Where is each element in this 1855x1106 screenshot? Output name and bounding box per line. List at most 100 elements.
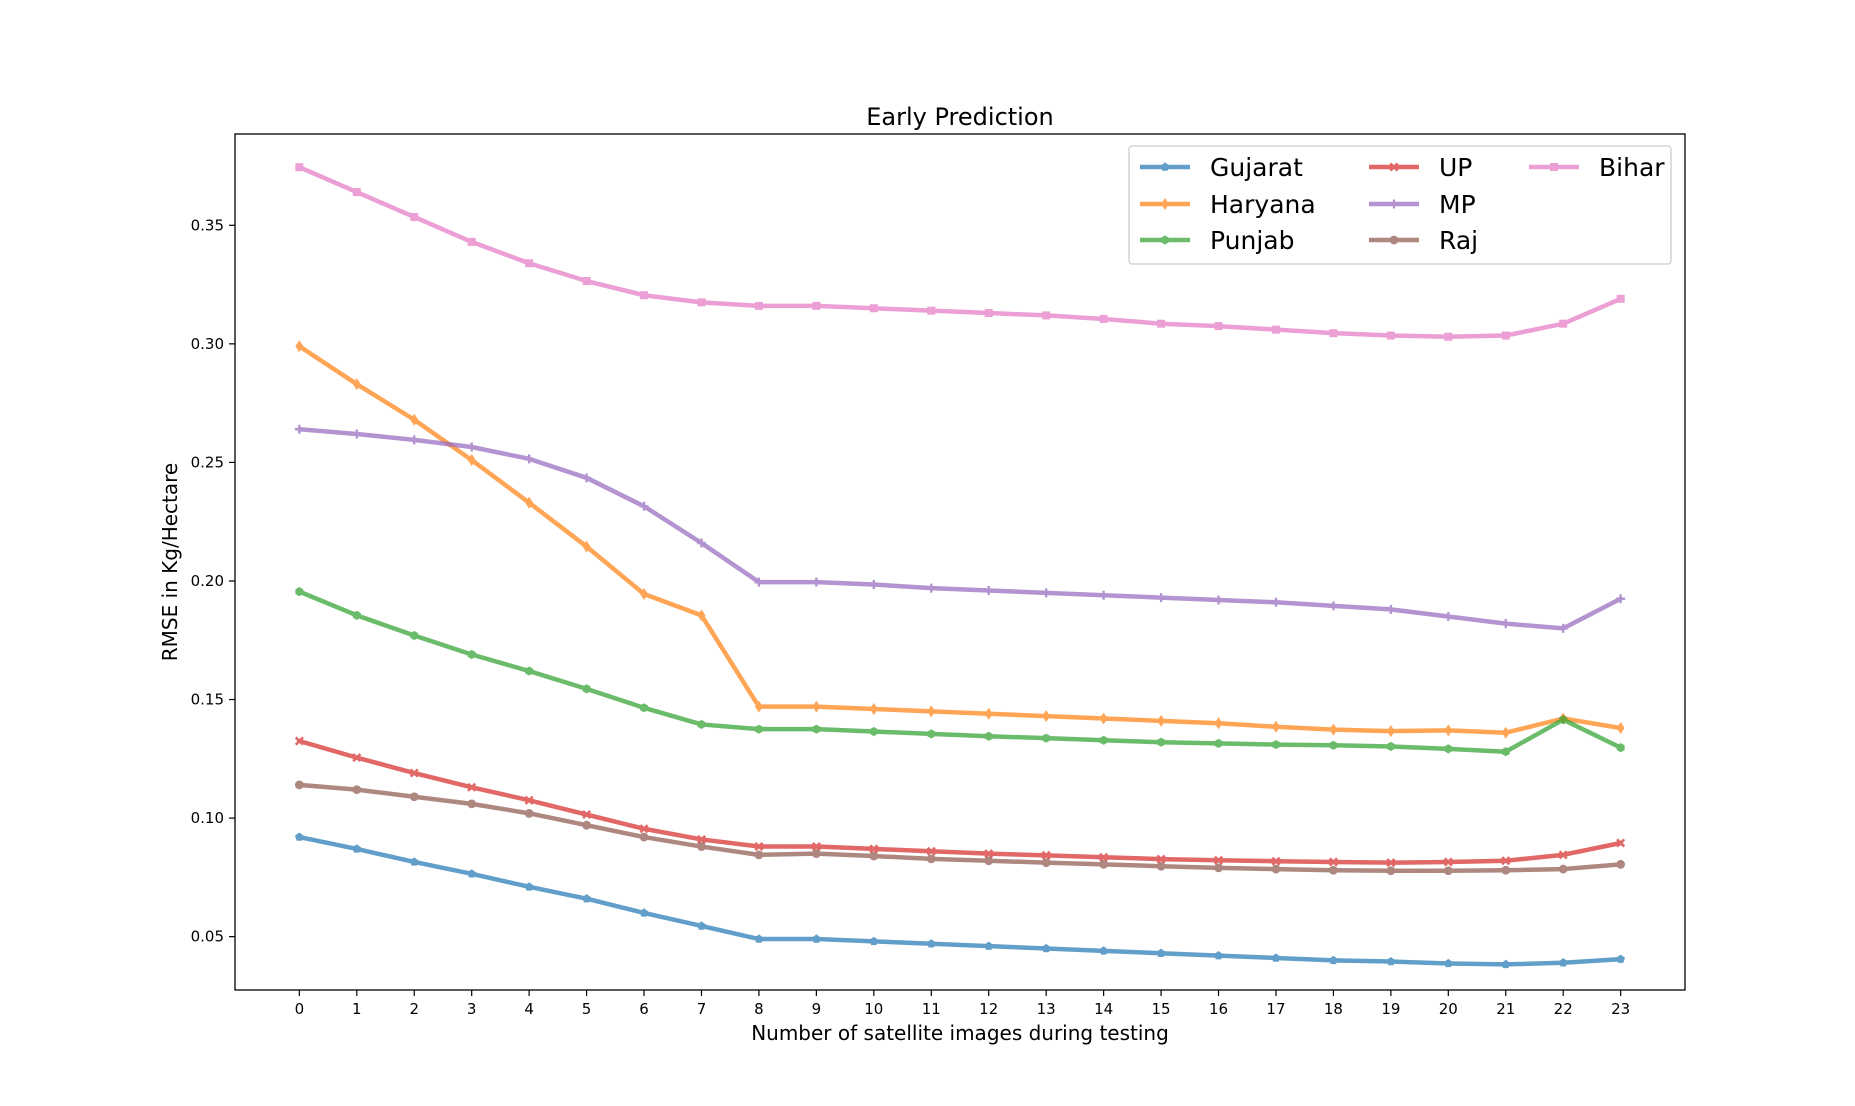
legend-swatch-marker xyxy=(1389,199,1399,209)
data-point-gujarat xyxy=(1271,953,1281,962)
data-point-bihar xyxy=(467,237,476,246)
data-point-mp xyxy=(984,585,994,595)
data-point-up xyxy=(1501,856,1511,866)
data-point-mp xyxy=(1099,590,1109,600)
x-tick-label: 17 xyxy=(1266,1000,1285,1018)
data-point-gujarat xyxy=(1041,943,1051,953)
data-point-raj xyxy=(984,856,994,866)
series-punjab xyxy=(295,587,1625,757)
legend-swatch-marker xyxy=(1389,162,1399,172)
data-point-gujarat xyxy=(1616,954,1626,963)
data-point-mp xyxy=(869,580,879,590)
data-point-punjab xyxy=(1099,735,1108,745)
data-point-punjab xyxy=(1616,743,1625,753)
data-point-haryana xyxy=(927,705,936,718)
chart-title: Early Prediction xyxy=(866,103,1053,131)
legend-item-haryana: Haryana xyxy=(1140,190,1316,219)
y-tick-label: 0.15 xyxy=(191,691,224,709)
legend-item-gujarat: Gujarat xyxy=(1140,153,1303,182)
legend-label: UP xyxy=(1439,153,1472,182)
data-point-bihar xyxy=(1444,332,1453,341)
data-point-raj xyxy=(1156,861,1166,871)
legend-label: Punjab xyxy=(1210,226,1294,255)
data-point-gujarat xyxy=(754,934,764,943)
data-point-raj xyxy=(869,851,879,861)
data-point-haryana xyxy=(1386,725,1395,738)
data-point-mp xyxy=(1616,594,1626,604)
data-point-raj xyxy=(582,820,591,830)
data-point-punjab xyxy=(1157,737,1166,747)
x-tick-label: 2 xyxy=(409,1000,419,1018)
y-tick-label: 0.25 xyxy=(191,453,224,471)
data-point-up xyxy=(352,753,362,763)
data-point-mp xyxy=(1558,623,1568,633)
data-point-mp xyxy=(1214,595,1224,605)
data-point-punjab xyxy=(1559,715,1568,725)
data-point-punjab xyxy=(869,726,878,737)
data-point-haryana xyxy=(295,340,304,353)
data-point-raj xyxy=(1214,863,1223,873)
series-line-gujarat xyxy=(297,834,1623,967)
series-line-up xyxy=(297,738,1623,865)
data-point-punjab xyxy=(812,724,821,734)
data-point-bihar xyxy=(1214,322,1223,331)
data-point-gujarat xyxy=(697,921,706,930)
data-point-punjab xyxy=(927,729,936,739)
legend-swatch-marker xyxy=(1550,163,1558,171)
data-point-punjab xyxy=(525,666,534,676)
legend-swatch-marker xyxy=(1389,235,1399,245)
data-point-punjab xyxy=(352,610,361,620)
data-point-mp xyxy=(1386,604,1396,614)
series-line-haryana xyxy=(297,343,1623,735)
legend-swatch-marker xyxy=(1161,198,1169,210)
data-point-up xyxy=(294,736,304,746)
data-point-haryana xyxy=(1329,723,1338,736)
x-tick-label: 4 xyxy=(524,1000,534,1018)
data-point-gujarat xyxy=(1558,958,1568,967)
series-gujarat xyxy=(294,832,1626,969)
x-tick-label: 18 xyxy=(1324,1000,1343,1018)
data-point-bihar xyxy=(410,212,419,221)
data-point-mp xyxy=(639,501,649,511)
data-point-raj xyxy=(467,799,477,809)
data-point-mp xyxy=(1041,588,1051,598)
legend-swatch xyxy=(1529,163,1579,171)
data-point-raj xyxy=(1099,859,1109,869)
x-tick-label: 19 xyxy=(1381,1000,1400,1018)
data-point-punjab xyxy=(295,587,304,597)
x-tick-label: 8 xyxy=(754,1000,764,1018)
data-point-up xyxy=(1156,854,1166,864)
data-point-bihar xyxy=(927,306,936,315)
series-line-punjab xyxy=(297,589,1623,754)
data-point-raj xyxy=(409,792,419,802)
data-point-haryana xyxy=(869,703,878,716)
plot-frame xyxy=(234,133,1686,991)
data-point-up xyxy=(754,842,764,852)
data-point-haryana xyxy=(697,609,706,622)
x-tick-label: 23 xyxy=(1611,1000,1630,1018)
data-point-punjab xyxy=(984,731,993,741)
data-point-gujarat xyxy=(926,939,936,948)
data-point-gujarat xyxy=(524,882,534,891)
data-point-raj xyxy=(697,842,706,851)
data-point-raj xyxy=(926,854,936,864)
data-point-gujarat xyxy=(1156,948,1166,957)
legend-label: Bihar xyxy=(1599,153,1665,182)
x-tick-label: 13 xyxy=(1037,1000,1056,1018)
data-point-bihar xyxy=(1329,329,1338,338)
x-tick-label: 6 xyxy=(639,1000,649,1018)
data-point-mp xyxy=(1501,619,1511,629)
series-line-raj xyxy=(297,782,1623,873)
x-tick-label: 11 xyxy=(922,1000,941,1018)
data-point-up xyxy=(1099,852,1109,862)
data-point-bihar xyxy=(1386,331,1395,340)
x-tick-label: 9 xyxy=(812,1000,822,1018)
data-point-mp xyxy=(1271,597,1281,607)
data-point-mp xyxy=(582,473,592,483)
data-point-gujarat xyxy=(294,832,304,841)
x-tick-label: 7 xyxy=(697,1000,707,1018)
legend-swatch-marker xyxy=(1161,235,1169,245)
data-point-mp xyxy=(467,442,477,452)
legend-swatch xyxy=(1369,162,1419,172)
